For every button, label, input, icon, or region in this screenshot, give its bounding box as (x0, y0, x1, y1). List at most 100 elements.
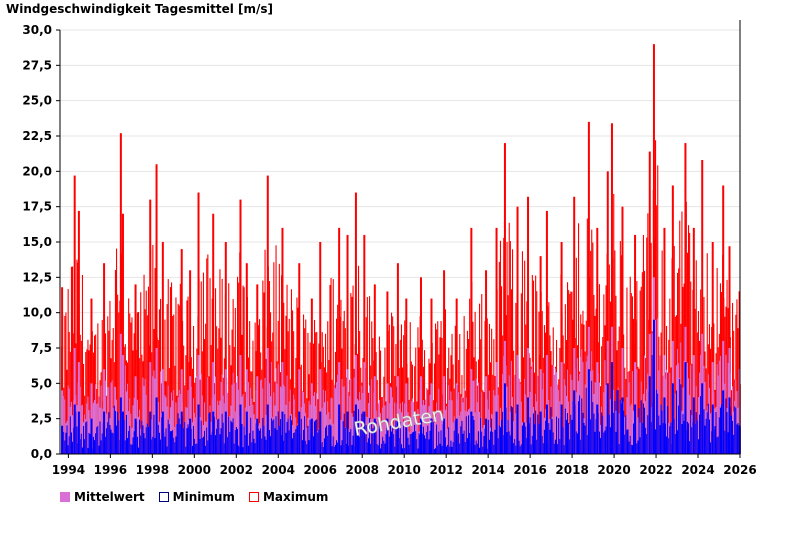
bar-mittelwert (373, 376, 376, 454)
bar-mittelwert (231, 384, 233, 454)
legend: Mittelwert Minimum Maximum (60, 490, 328, 504)
bar-minimum (63, 431, 65, 454)
bar-maximum (386, 291, 389, 454)
bar-mittelwert (212, 362, 215, 454)
bar-minimum (378, 421, 380, 454)
bar-mittelwert (268, 383, 270, 454)
bar-minimum (582, 412, 584, 454)
bar-minimum (473, 420, 475, 454)
bar-minimum (701, 383, 704, 454)
bar-maximum (657, 165, 659, 454)
bar-maximum (295, 357, 297, 454)
bar-mittelwert (419, 376, 422, 454)
bar-mittelwert (384, 405, 386, 454)
bar-mittelwert (404, 403, 406, 454)
bar-minimum (604, 430, 606, 454)
bar-minimum (383, 440, 385, 454)
bar-minimum (618, 444, 620, 454)
bar-minimum (645, 427, 647, 454)
bar-minimum (714, 426, 716, 454)
bar-maximum (358, 265, 360, 454)
bar-maximum (541, 311, 543, 454)
bar-minimum (462, 433, 464, 454)
bar-maximum (393, 326, 395, 454)
bar-mittelwert (79, 386, 81, 454)
bar-minimum (235, 427, 237, 454)
bar-mittelwert (321, 407, 323, 454)
bar-mittelwert (631, 371, 633, 454)
bar-mittelwert (136, 399, 138, 454)
bar-mittelwert (127, 383, 129, 454)
bar-minimum (585, 387, 587, 454)
bar-minimum (223, 443, 225, 454)
bar-mittelwert (662, 375, 664, 454)
bar-minimum (273, 419, 275, 454)
bar-minimum (669, 426, 671, 454)
bar-maximum (551, 364, 553, 454)
legend-swatch-maximum (248, 492, 259, 502)
bar-minimum (158, 432, 160, 454)
bar-minimum (699, 414, 701, 454)
bar-minimum (362, 411, 364, 454)
y-tick-label: 2,5 (31, 412, 52, 426)
bar-mittelwert (567, 369, 569, 454)
bar-minimum (474, 444, 476, 454)
bar-minimum (358, 409, 360, 454)
bar-minimum (482, 446, 484, 454)
bar-mittelwert (449, 400, 451, 454)
bar-maximum (273, 262, 275, 454)
bar-maximum (314, 319, 316, 454)
bar-mittelwert (646, 389, 648, 454)
bar-minimum (359, 436, 361, 454)
x-axis-ticks: 1994 1996 1998 2000 2002 2004 2006 2008 2010 2012… (52, 454, 757, 477)
bar-maximum (670, 367, 672, 454)
bar-minimum (515, 445, 517, 454)
bar-minimum (336, 440, 338, 454)
bar-minimum (160, 439, 162, 454)
bar-minimum (581, 398, 583, 454)
bar-minimum (239, 404, 242, 454)
bar-mittelwert (142, 377, 144, 454)
bar-minimum (571, 419, 573, 454)
bar-mittelwert (366, 416, 368, 454)
bar-mittelwert (609, 399, 611, 454)
bar-minimum (179, 424, 181, 454)
bar-mittelwert (508, 375, 510, 454)
bar-minimum (271, 418, 273, 454)
bar-maximum (726, 279, 728, 454)
bar-mittelwert (276, 383, 278, 454)
bar-minimum (659, 425, 661, 454)
bar-minimum (360, 429, 362, 454)
bar-maximum (624, 367, 626, 454)
bar-mittelwert (327, 401, 329, 454)
bar-maximum (395, 344, 397, 454)
bar-maximum (421, 339, 423, 454)
bar-mittelwert (325, 390, 327, 454)
bar-mittelwert (459, 415, 461, 454)
bar-maximum (157, 340, 159, 454)
bar-minimum (108, 412, 110, 454)
bar-minimum (453, 430, 455, 454)
bar-mittelwert (488, 390, 490, 454)
bar-minimum (163, 432, 165, 454)
bar-mittelwert (586, 355, 588, 454)
bar-minimum (95, 433, 97, 454)
bar-maximum (183, 345, 185, 454)
bar-maximum (123, 346, 125, 454)
bar-maximum (419, 277, 422, 454)
bar-maximum (650, 242, 652, 454)
bar-maximum (138, 311, 140, 454)
bar-mittelwert (301, 391, 303, 454)
bar-minimum (695, 412, 697, 454)
bar-minimum (134, 418, 137, 454)
bar-minimum (538, 423, 540, 454)
bar-minimum (554, 439, 556, 454)
bar-minimum (266, 404, 269, 454)
bar-minimum (295, 429, 297, 454)
bar-maximum (711, 327, 713, 454)
bar-minimum (64, 440, 66, 454)
bar-minimum (656, 389, 658, 454)
bar-minimum (468, 415, 470, 454)
bar-maximum (200, 281, 202, 454)
bar-maximum (287, 331, 289, 454)
